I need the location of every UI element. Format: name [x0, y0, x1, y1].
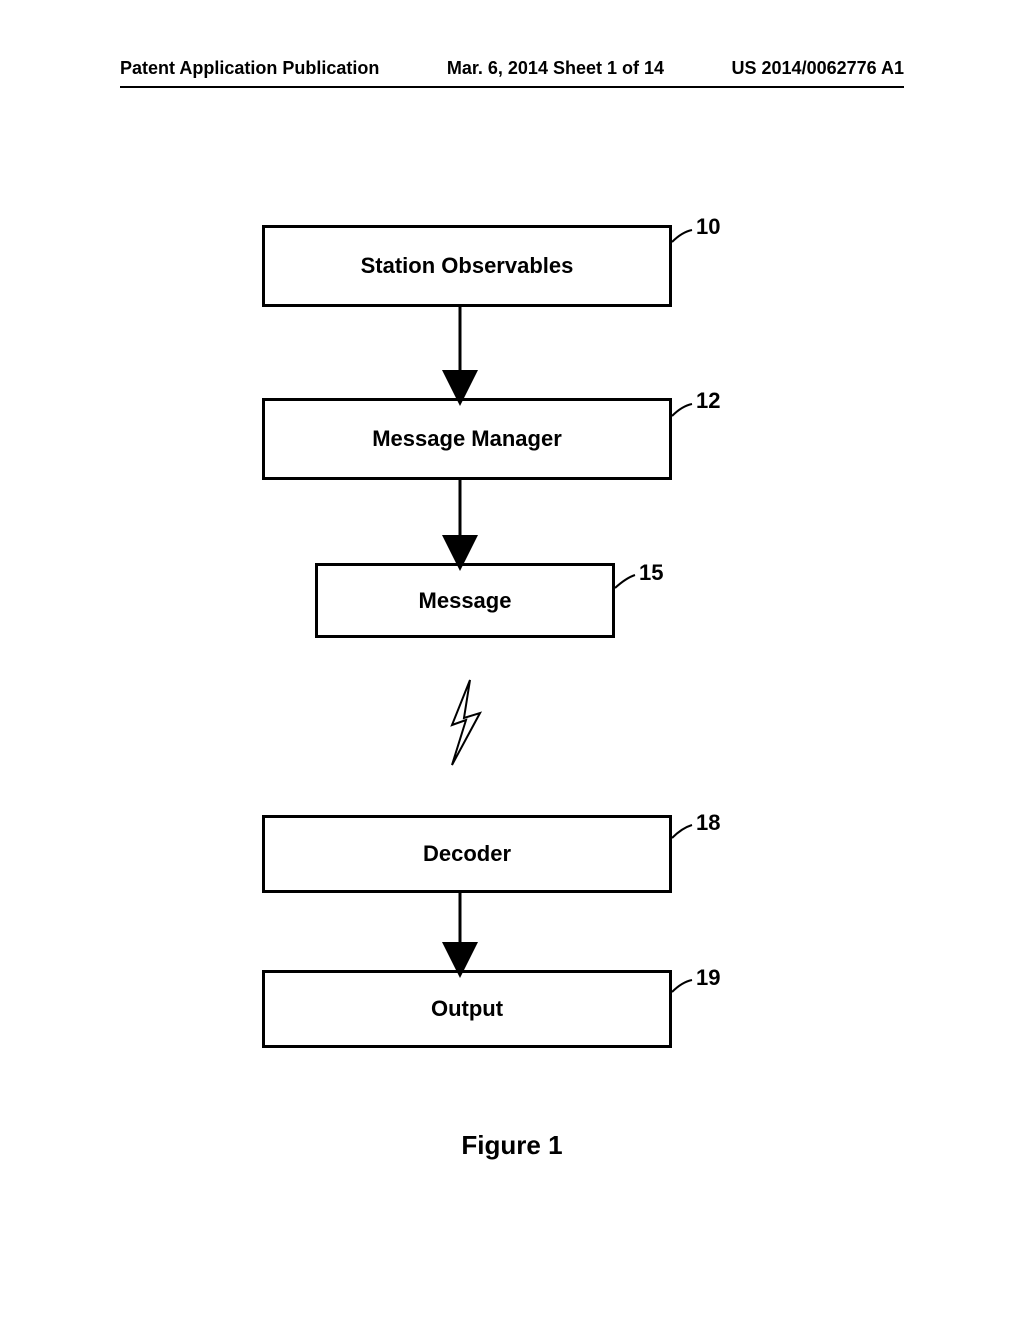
box-label: Message — [419, 588, 512, 614]
lightning-icon — [452, 680, 480, 765]
arrow-svg — [0, 0, 1024, 1320]
box-message-manager: Message Manager — [262, 398, 672, 480]
box-label: Message Manager — [372, 426, 562, 452]
box-decoder: Decoder — [262, 815, 672, 893]
box-output: Output — [262, 970, 672, 1048]
ref-leader — [672, 230, 692, 242]
figure-caption: Figure 1 — [0, 1130, 1024, 1161]
box-label: Output — [431, 996, 503, 1022]
box-station-observables: Station Observables — [262, 225, 672, 307]
ref-number: 19 — [696, 965, 720, 991]
patent-page: Patent Application Publication Mar. 6, 2… — [0, 0, 1024, 1320]
box-label: Station Observables — [361, 253, 574, 279]
flow-diagram: Station Observables Message Manager Mess… — [0, 0, 1024, 1320]
box-label: Decoder — [423, 841, 511, 867]
ref-number: 10 — [696, 214, 720, 240]
ref-leader — [672, 825, 692, 838]
ref-number: 15 — [639, 560, 663, 586]
ref-number: 12 — [696, 388, 720, 414]
ref-leader — [672, 404, 692, 416]
ref-leader — [615, 575, 635, 588]
box-message: Message — [315, 563, 615, 638]
ref-leader — [672, 980, 692, 992]
ref-number: 18 — [696, 810, 720, 836]
